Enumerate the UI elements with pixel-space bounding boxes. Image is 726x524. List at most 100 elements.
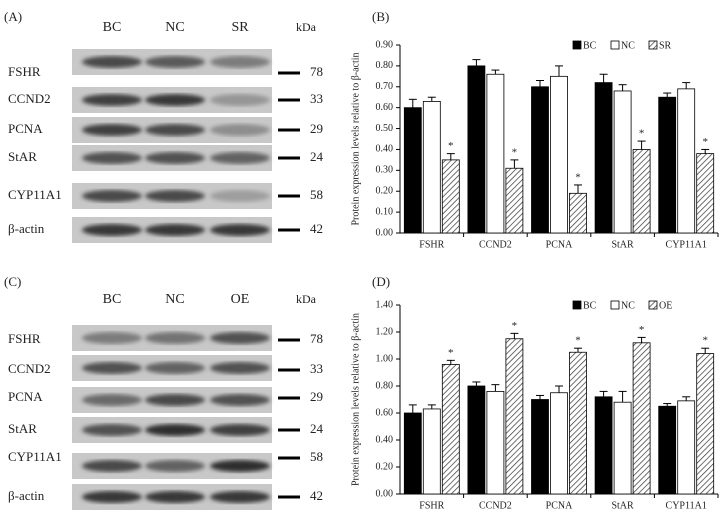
bar — [531, 399, 549, 495]
legend-label: NC — [621, 300, 635, 311]
significance-marker: * — [639, 324, 645, 336]
significance-marker: * — [512, 320, 518, 332]
x-tick-label: FSHR — [419, 500, 444, 511]
bar — [422, 408, 441, 495]
row-label: CYP11A1 — [8, 449, 62, 464]
x-tick-label: PCNA — [546, 239, 573, 250]
legend-swatch — [572, 40, 582, 50]
lane-label: SR — [231, 20, 249, 35]
row-label: StAR — [8, 421, 37, 436]
blot-band — [210, 362, 270, 374]
blot-band — [82, 190, 142, 202]
x-tick-label: CYP11A1 — [666, 239, 707, 250]
blot-band — [82, 460, 142, 472]
row-label: FSHR — [8, 331, 41, 346]
kda-label: 29 — [310, 121, 323, 136]
y-tick-label: 0.70 — [376, 81, 394, 92]
bar — [658, 405, 677, 495]
significance-marker: * — [575, 335, 581, 347]
legend-swatch — [648, 300, 658, 310]
kda-label: 42 — [310, 488, 323, 503]
legend-swatch — [610, 40, 620, 50]
kda-label: 24 — [310, 149, 324, 164]
blot-band — [145, 491, 205, 503]
unit-label: kDa — [296, 292, 317, 306]
y-tick-label: 1.20 — [376, 326, 394, 337]
blot-band — [82, 224, 142, 236]
blot-band — [145, 424, 205, 436]
significance-marker: * — [639, 128, 645, 140]
x-tick-label: FSHR — [419, 239, 444, 250]
row-label: β-actin — [8, 488, 45, 503]
row-label: FSHR — [8, 64, 41, 79]
bar — [569, 351, 587, 495]
kda-label: 42 — [310, 221, 323, 236]
panel-label: (B) — [372, 9, 389, 24]
kda-label: 33 — [310, 91, 323, 106]
bar — [677, 400, 696, 495]
blot-band — [210, 124, 270, 136]
significance-marker: * — [702, 335, 708, 347]
blot-band — [82, 332, 142, 344]
bar — [594, 396, 613, 495]
blot-band — [82, 394, 142, 406]
lane-label: BC — [103, 20, 122, 35]
kda-label: 58 — [310, 187, 323, 202]
y-tick-label: 0.40 — [376, 434, 394, 445]
bar — [467, 385, 486, 495]
panel-label: (D) — [372, 274, 390, 289]
blot-band — [145, 224, 205, 236]
bar — [632, 149, 651, 234]
kda-label: 58 — [310, 449, 323, 464]
blot-band — [210, 94, 270, 106]
blot-band — [210, 56, 270, 68]
y-tick-label: 0.30 — [376, 165, 394, 176]
blot-band — [210, 491, 270, 503]
bar — [550, 75, 568, 234]
y-tick-label: 0.50 — [376, 123, 394, 134]
bar — [441, 159, 460, 234]
row-label: CCND2 — [8, 91, 51, 106]
bar — [658, 96, 677, 234]
blot-band — [210, 152, 270, 164]
significance-marker: * — [512, 146, 518, 158]
x-tick-label: CYP11A1 — [666, 500, 707, 511]
y-tick-label: 0.20 — [376, 186, 394, 197]
bar — [613, 401, 632, 495]
x-tick-label: StAR — [611, 239, 634, 250]
blot-band — [145, 152, 205, 164]
y-tick-label: 0.00 — [376, 227, 394, 238]
blot-band — [82, 124, 142, 136]
bar — [531, 86, 549, 234]
bar — [486, 390, 505, 495]
blot-band — [210, 460, 270, 472]
y-axis-label: Protein expression levels relative to β-… — [350, 313, 361, 486]
bar — [696, 153, 715, 234]
kda-label: 24 — [310, 421, 324, 436]
x-tick-label: PCNA — [546, 500, 573, 511]
blot-band — [210, 394, 270, 406]
bar — [441, 363, 460, 495]
significance-marker: * — [702, 136, 708, 148]
legend-label: OE — [659, 300, 672, 311]
bar — [594, 82, 613, 234]
bar — [403, 412, 422, 495]
bar — [403, 107, 422, 234]
kda-label: 78 — [310, 64, 323, 79]
bar — [467, 65, 486, 234]
kda-label: 29 — [310, 389, 323, 404]
bar — [486, 73, 505, 234]
y-axis-label: Protein expression levels relative to β-… — [350, 52, 361, 225]
legend-label: NC — [621, 40, 635, 51]
blot-band — [210, 224, 270, 236]
legend-swatch — [648, 40, 658, 50]
bar — [613, 90, 632, 234]
blot-band — [82, 491, 142, 503]
row-label: β-actin — [8, 221, 45, 236]
row-label: PCNA — [8, 389, 43, 404]
bar — [696, 353, 715, 495]
bar — [677, 88, 696, 234]
kda-label: 33 — [310, 361, 323, 376]
y-tick-label: 0.20 — [376, 461, 394, 472]
